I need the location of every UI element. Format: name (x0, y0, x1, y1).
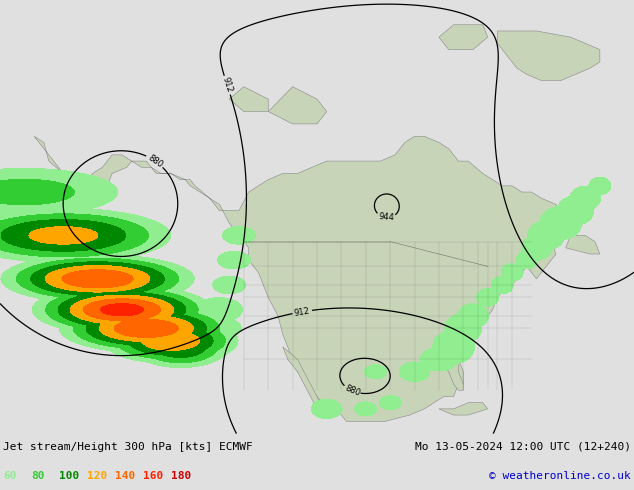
Text: 944: 944 (378, 213, 394, 223)
Polygon shape (283, 347, 322, 409)
Text: 180: 180 (171, 471, 191, 481)
Text: 880: 880 (146, 153, 164, 169)
Polygon shape (34, 136, 561, 421)
Text: Jet stream/Height 300 hPa [kts] ECMWF: Jet stream/Height 300 hPa [kts] ECMWF (3, 441, 253, 452)
Text: 160: 160 (143, 471, 163, 481)
Text: 120: 120 (87, 471, 107, 481)
Text: Mo 13-05-2024 12:00 UTC (12+240): Mo 13-05-2024 12:00 UTC (12+240) (415, 441, 631, 452)
Text: 912: 912 (294, 306, 311, 318)
Text: 60: 60 (3, 471, 16, 481)
Polygon shape (444, 359, 463, 390)
Text: 140: 140 (115, 471, 135, 481)
Text: 912: 912 (221, 76, 234, 94)
Polygon shape (268, 87, 327, 124)
Polygon shape (498, 31, 600, 80)
Text: 880: 880 (344, 384, 362, 398)
Polygon shape (566, 235, 600, 254)
Text: 100: 100 (59, 471, 79, 481)
Text: © weatheronline.co.uk: © weatheronline.co.uk (489, 471, 631, 481)
Polygon shape (230, 87, 268, 112)
Polygon shape (439, 403, 488, 415)
Polygon shape (439, 25, 488, 49)
Text: 80: 80 (31, 471, 44, 481)
